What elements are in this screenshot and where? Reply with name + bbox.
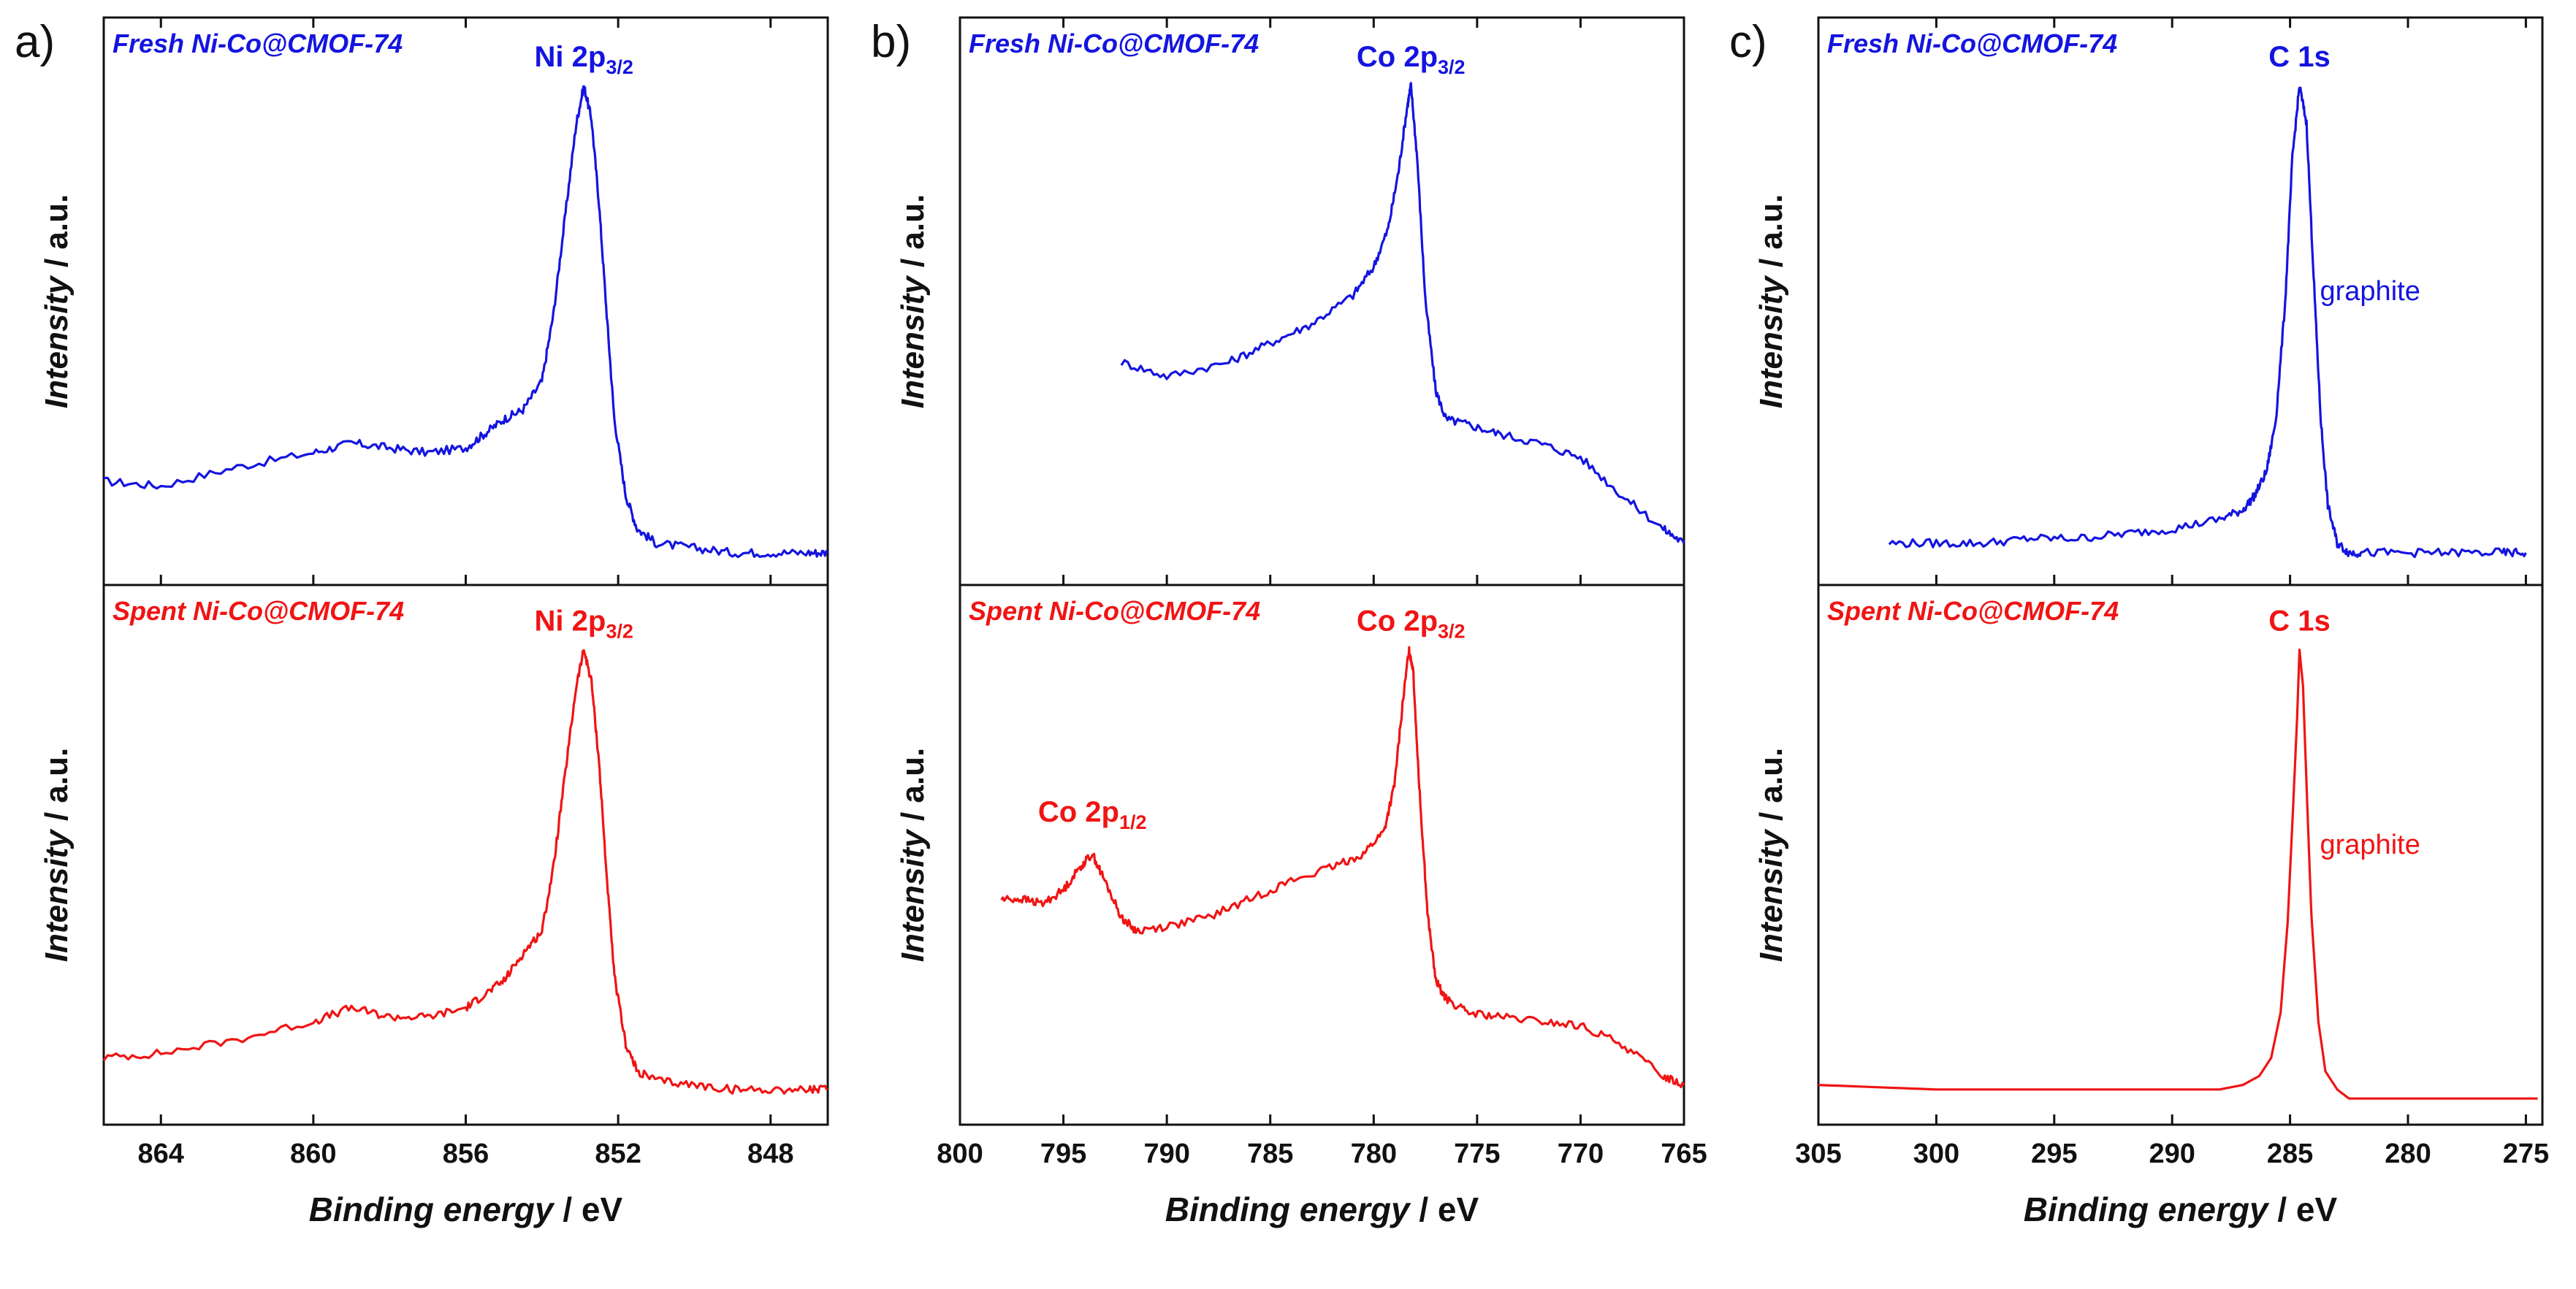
peak-label: C 1s [2268, 605, 2331, 638]
peak-label: Ni 2p3/2 [535, 41, 633, 78]
x-axis-label: Binding energy / eV [1165, 1190, 1479, 1228]
x-tick-label: 275 [2503, 1139, 2549, 1169]
x-tick-label: 856 [443, 1139, 489, 1169]
x-tick-label: 795 [1040, 1139, 1086, 1169]
y-axis-label: Intensity / a.u. [1753, 748, 1789, 962]
sample-label: Spent Ni-Co@CMOF-74 [113, 596, 404, 626]
x-axis-label: Binding energy / eV [309, 1190, 623, 1228]
x-tick-label: 780 [1351, 1139, 1397, 1169]
spectrum-line [103, 85, 829, 559]
panel-letter: a) [15, 17, 55, 67]
x-tick-label: 800 [937, 1139, 983, 1169]
peak-annotation: graphite [2320, 276, 2420, 307]
x-tick-label: 280 [2385, 1139, 2431, 1169]
x-tick-label: 300 [1913, 1139, 1959, 1169]
sample-label: Fresh Ni-Co@CMOF-74 [1827, 28, 2117, 58]
peak-label: Co 2p3/2 [1357, 605, 1466, 643]
spectrum-line [1888, 86, 2527, 559]
plot-frame [959, 16, 1685, 1126]
x-tick-label: 305 [1795, 1139, 1841, 1169]
y-axis-label: Intensity / a.u. [895, 748, 931, 962]
y-axis-label: Intensity / a.u. [895, 194, 931, 408]
peak-label: Ni 2p3/2 [535, 605, 633, 643]
x-tick-label: 295 [2031, 1139, 2077, 1169]
y-axis-label: Intensity / a.u. [1753, 194, 1789, 408]
y-axis-label: Intensity / a.u. [39, 748, 75, 962]
x-tick-label: 848 [747, 1139, 793, 1169]
x-tick-label: 285 [2267, 1139, 2313, 1169]
panel-3: c) 305 300 295 290 285 280 275 Binding energy / … [1729, 16, 2549, 1228]
spectrum-line [1000, 646, 1685, 1089]
sample-label: Spent Ni-Co@CMOF-74 [1827, 596, 2119, 626]
spectrum-line [102, 649, 828, 1095]
x-axis-label: Binding energy / eV [2024, 1190, 2338, 1228]
x-tick-label: 852 [595, 1139, 641, 1169]
sample-label: Fresh Ni-Co@CMOF-74 [969, 28, 1259, 58]
sample-label: Spent Ni-Co@CMOF-74 [969, 596, 1260, 626]
spectrum-line [1818, 649, 2538, 1100]
x-tick-label: 770 [1558, 1139, 1604, 1169]
peak-label: Co 2p3/2 [1357, 41, 1466, 78]
sample-label: Fresh Ni-Co@CMOF-74 [113, 28, 403, 58]
x-tick-label: 775 [1454, 1139, 1500, 1169]
peak-label: Co 2p1/2 [1038, 796, 1147, 833]
x-tick-label: 790 [1143, 1139, 1189, 1169]
y-axis-label: Intensity / a.u. [39, 194, 75, 408]
panel-letter: b) [871, 17, 911, 67]
panel-letter: c) [1729, 17, 1767, 67]
plot-frame [1817, 16, 2544, 1126]
x-tick-label: 864 [138, 1139, 184, 1169]
x-tick-label: 765 [1661, 1139, 1707, 1169]
plot-frame [102, 16, 829, 1126]
x-tick-label: 860 [290, 1139, 336, 1169]
panel-2: b) 800 795 790 785 780 775 770 765 Binding energy… [871, 16, 1707, 1228]
x-tick-label: 290 [2149, 1139, 2195, 1169]
panel-1: a) 864 860 856 852 848 Binding energy / eV Inte… [15, 16, 829, 1228]
spectrum-line [1120, 82, 1685, 544]
x-tick-label: 785 [1247, 1139, 1293, 1169]
peak-annotation: graphite [2320, 830, 2420, 860]
peak-label: C 1s [2268, 41, 2331, 73]
